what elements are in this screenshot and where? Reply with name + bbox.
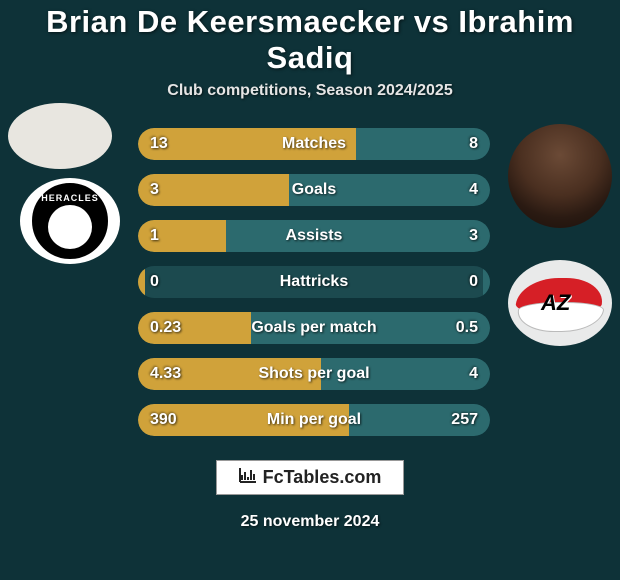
stat-bars: 138Matches34Goals13Assists00Hattricks0.2… (138, 128, 490, 436)
player-left-avatar (8, 103, 112, 169)
stat-row: 390257Min per goal (138, 404, 490, 436)
heracles-badge: HERACLES (28, 179, 112, 263)
stat-fill-left (138, 174, 289, 206)
stat-label: Hattricks (138, 273, 490, 291)
stat-value-left: 4.33 (150, 365, 181, 383)
date-label: 25 november 2024 (241, 513, 380, 531)
stat-value-right: 8 (469, 135, 478, 153)
stat-value-left: 1 (150, 227, 159, 245)
page-title: Brian De Keersmaecker vs Ibrahim Sadiq (0, 4, 620, 76)
stat-row: 34Goals (138, 174, 490, 206)
player-left-club-logo: HERACLES (20, 178, 120, 264)
stat-value-left: 13 (150, 135, 168, 153)
stat-fill-right (226, 220, 490, 252)
stat-fill-right (251, 312, 490, 344)
stat-fill-right (289, 174, 490, 206)
player-right-club-logo: AZ (508, 260, 612, 346)
stat-row: 4.334Shots per goal (138, 358, 490, 390)
stat-value-right: 4 (469, 181, 478, 199)
stat-fill-left (138, 266, 145, 298)
page-subtitle: Club competitions, Season 2024/2025 (167, 82, 452, 100)
stat-value-right: 3 (469, 227, 478, 245)
chart-icon (239, 467, 257, 488)
stat-value-right: 4 (469, 365, 478, 383)
content: Brian De Keersmaecker vs Ibrahim Sadiq C… (0, 0, 620, 580)
stat-row: 0 0Hattricks (138, 266, 490, 298)
brand-text: FcTables.com (263, 467, 382, 488)
stat-value-left: 0 (150, 273, 159, 291)
stat-row: 0.230.5Goals per match (138, 312, 490, 344)
stat-value-left: 3 (150, 181, 159, 199)
az-badge: AZ (517, 268, 603, 338)
stat-fill-right (321, 358, 490, 390)
stat-value-right: 257 (451, 411, 478, 429)
brand-badge: FcTables.com (216, 460, 405, 495)
stat-value-left: 0.23 (150, 319, 181, 337)
stat-fill-right (483, 266, 490, 298)
stat-row: 13Assists (138, 220, 490, 252)
player-right-avatar (508, 124, 612, 228)
stat-value-left: 390 (150, 411, 177, 429)
stat-value-right: 0 (469, 273, 478, 291)
stat-fill-left (138, 128, 356, 160)
stat-value-right: 0.5 (456, 319, 478, 337)
stat-row: 138Matches (138, 128, 490, 160)
